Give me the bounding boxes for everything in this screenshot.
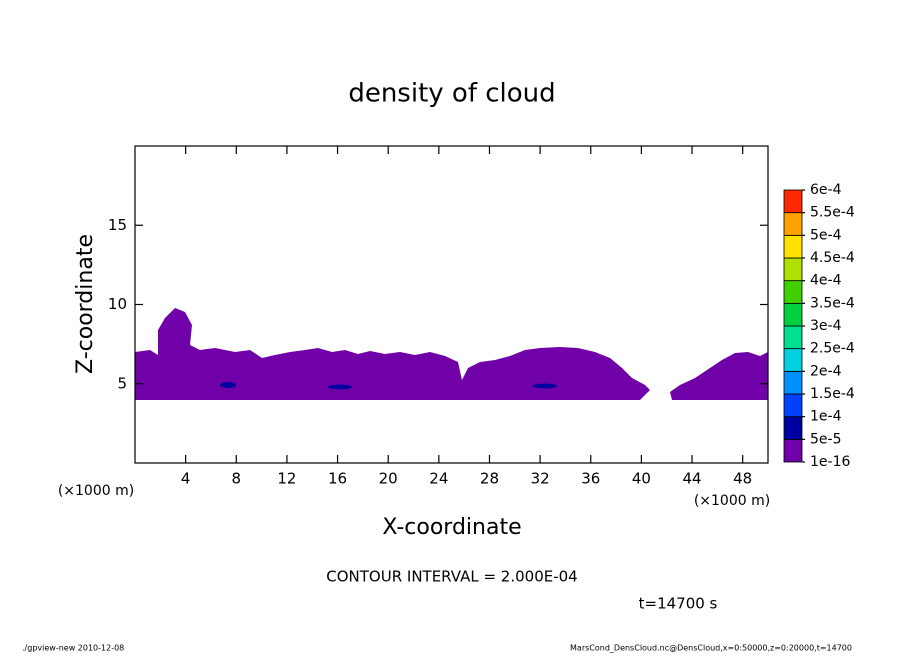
cloud-region	[670, 352, 768, 400]
colorbar-label: 4e-4	[810, 273, 842, 289]
colorbar-label: 1.5e-4	[810, 386, 855, 402]
colorbar-cell	[783, 280, 803, 304]
x-tick-label: 44	[682, 470, 701, 488]
colorbar-cell	[783, 189, 803, 214]
colorbar-label: 3e-4	[810, 318, 842, 334]
colorbar-label: 2e-4	[810, 363, 842, 379]
colorbar-label: 4.5e-4	[810, 250, 855, 266]
x-unit: (×1000 m)	[58, 483, 134, 499]
colorbar-cell	[783, 438, 803, 463]
colorbar-cell	[783, 348, 803, 372]
cloud-core	[220, 382, 557, 390]
x-tick-label: 16	[328, 470, 347, 488]
colorbar-cell	[783, 257, 803, 282]
colorbar-label: 5e-4	[810, 227, 842, 243]
x-axis-label: X-coordinate	[382, 515, 521, 540]
y-tick-label: 5	[117, 374, 127, 392]
colorbar-cell	[783, 393, 803, 418]
plot-frame	[134, 145, 769, 464]
colorbar-cell	[783, 212, 803, 236]
colorbar-label: 6e-4	[810, 182, 842, 198]
x-unit: (×1000 m)	[694, 493, 770, 509]
contour-interval: CONTOUR INTERVAL = 2.000E-04	[326, 568, 577, 586]
colorbar-cell	[783, 302, 803, 327]
x-tick-label: 36	[581, 470, 600, 488]
colorbar-cell	[783, 234, 803, 259]
colorbar-label: 1e-16	[810, 454, 850, 470]
x-tick-label: 32	[531, 470, 550, 488]
colorbar-cell	[783, 370, 803, 395]
cloud-field	[135, 308, 768, 400]
x-tick-label: 24	[429, 470, 448, 488]
x-tick-label: 20	[379, 470, 398, 488]
x-tick-label: 48	[733, 470, 752, 488]
time-label: t=14700 s	[639, 595, 718, 613]
y-tick-label: 15	[108, 216, 127, 234]
x-tick-label: 12	[277, 470, 296, 488]
colorbar-cell	[783, 325, 803, 350]
colorbar-label: 2.5e-4	[810, 341, 855, 357]
x-tick-label: 4	[181, 470, 191, 488]
chart-title: density of cloud	[348, 79, 555, 109]
y-axis-label: Z-coordinate	[73, 234, 98, 374]
footer-right: MarsCond_DensCloud.nc@DensCloud,x=0:5000…	[570, 644, 852, 653]
y-tick-label: 10	[108, 295, 127, 313]
cloud-region	[135, 308, 650, 400]
colorbar-label: 5e-5	[810, 431, 841, 447]
footer-left: ./gpview-new 2010-12-08	[22, 644, 124, 653]
x-tick-label: 28	[480, 470, 499, 488]
colorbar-label: 5.5e-4	[810, 205, 855, 221]
x-tick-label: 8	[232, 470, 242, 488]
colorbar-cell	[783, 416, 803, 440]
colorbar-label: 1e-4	[810, 409, 842, 425]
colorbar-label: 3.5e-4	[810, 295, 855, 311]
x-tick-label: 40	[632, 470, 651, 488]
